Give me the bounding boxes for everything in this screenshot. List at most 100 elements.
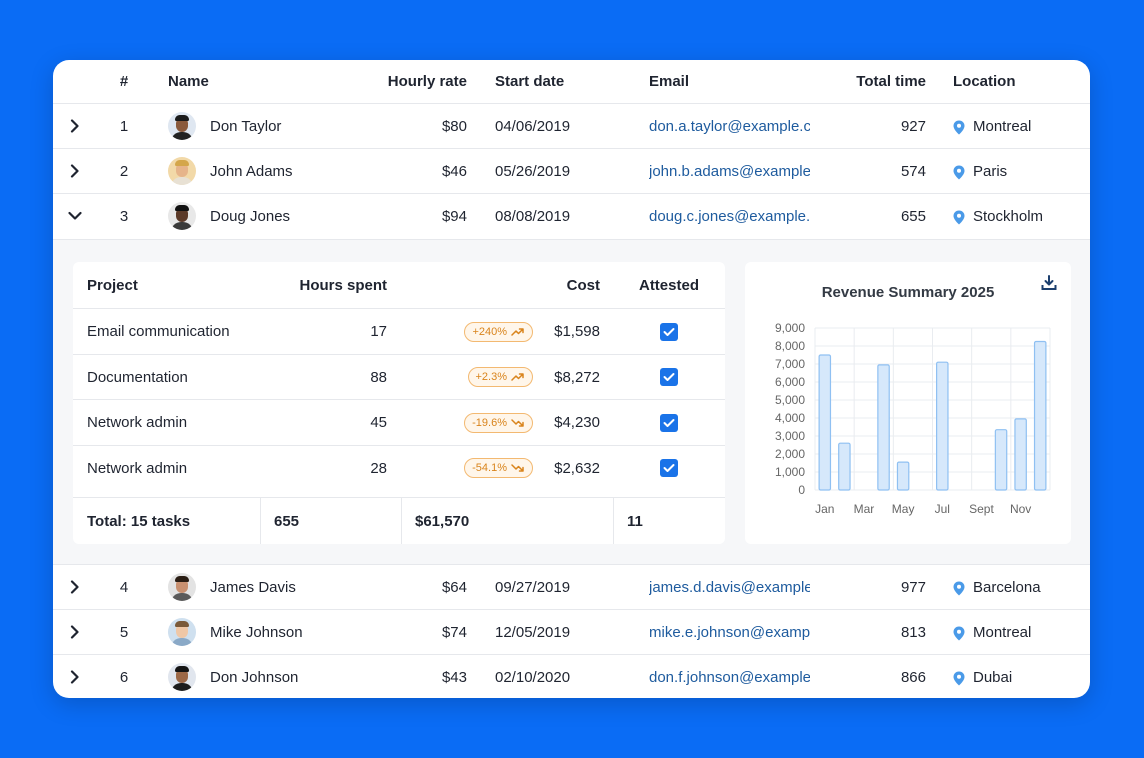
x-tick-label: Mar xyxy=(854,502,875,516)
row-number: 3 xyxy=(119,207,129,225)
column-header-email[interactable]: Email xyxy=(649,73,690,90)
data-grid: # Name Hourly rate Start date Email Tota… xyxy=(53,60,1090,698)
attested-checkbox-cell xyxy=(623,309,715,354)
y-tick-label: 9,000 xyxy=(775,321,805,335)
x-tick-label: May xyxy=(892,502,915,516)
table-row[interactable]: 4 James Davis $64 09/27/2019 james.d.davis@e… xyxy=(53,564,1090,609)
chevron-right-icon[interactable] xyxy=(65,149,85,193)
project-table-header: Project Hours spent Cost Attested xyxy=(73,262,725,308)
start-date: 12/05/2019 xyxy=(495,623,571,641)
avatar xyxy=(168,573,196,601)
map-pin-icon xyxy=(953,165,965,180)
column-header-total-time[interactable]: Total time xyxy=(856,73,926,90)
name-cell: Don Johnson xyxy=(168,655,358,698)
bar-oct xyxy=(994,429,1008,491)
hours-spent: 17 xyxy=(370,323,387,340)
table-row[interactable]: 6 Don Johnson $43 02/10/2020 don.f.johnson@e… xyxy=(53,654,1090,698)
y-tick-label: 0 xyxy=(798,483,805,497)
column-header-number[interactable]: # xyxy=(119,73,129,90)
email-link[interactable]: doug.c.jones@example.com xyxy=(649,207,810,225)
footer-total-cost: $61,570 xyxy=(415,512,470,530)
y-tick-label: 1,000 xyxy=(775,465,805,479)
email-link[interactable]: mike.e.johnson@example.com xyxy=(649,623,810,641)
x-tick-label: Nov xyxy=(1010,502,1031,516)
y-tick-label: 8,000 xyxy=(775,339,805,353)
location-cell: Barcelona xyxy=(953,565,1083,609)
y-tick-label: 3,000 xyxy=(775,429,805,443)
y-tick-label: 2,000 xyxy=(775,447,805,461)
attested-checkbox-cell xyxy=(623,400,715,445)
start-date: 04/06/2019 xyxy=(495,117,571,135)
person-name: Don Taylor xyxy=(210,117,282,135)
map-pin-icon xyxy=(953,581,965,596)
name-cell: Mike Johnson xyxy=(168,610,358,654)
location-cell: Stockholm xyxy=(953,194,1083,238)
row-number: 4 xyxy=(119,578,129,596)
footer-total-hours: 655 xyxy=(274,512,300,530)
bar-jan xyxy=(818,354,832,491)
hours-spent: 45 xyxy=(370,414,387,431)
avatar xyxy=(168,663,196,691)
avatar xyxy=(168,202,196,230)
bar-dec xyxy=(1033,340,1047,491)
project-name: Network admin xyxy=(87,459,188,477)
chevron-right-icon[interactable] xyxy=(65,610,85,654)
person-name: Mike Johnson xyxy=(210,623,303,641)
location-cell: Montreal xyxy=(953,104,1083,148)
attested-checkbox[interactable] xyxy=(660,368,678,386)
total-time: 927 xyxy=(900,117,926,135)
column-header-cost[interactable]: Cost xyxy=(566,276,600,294)
trend-value: -54.1% xyxy=(472,462,507,474)
location-name: Stockholm xyxy=(973,207,1044,225)
project-name: Email communication xyxy=(87,323,230,340)
chevron-right-icon[interactable] xyxy=(65,104,85,148)
email-link[interactable]: don.f.johnson@example.com xyxy=(649,668,810,686)
trend-down-icon xyxy=(511,418,525,428)
bar-apr xyxy=(877,364,890,491)
hourly-rate: $94 xyxy=(441,207,467,225)
avatar xyxy=(168,157,196,185)
person-name: Don Johnson xyxy=(210,668,299,686)
email-link[interactable]: don.a.taylor@example.com xyxy=(649,117,810,135)
row-number: 2 xyxy=(119,162,129,180)
total-time: 655 xyxy=(900,207,926,225)
email-link[interactable]: john.b.adams@example.com xyxy=(649,162,810,180)
table-row[interactable]: 5 Mike Johnson $74 12/05/2019 mike.e.johnson… xyxy=(53,609,1090,654)
chevron-right-icon[interactable] xyxy=(65,565,85,609)
total-time: 813 xyxy=(900,623,926,641)
row-detail-panel: Project Hours spent Cost Attested Email … xyxy=(53,239,1090,564)
project-name: Network admin xyxy=(87,414,188,431)
column-header-start-date[interactable]: Start date xyxy=(495,73,565,90)
column-header-hours-spent[interactable]: Hours spent xyxy=(299,276,387,294)
location-name: Dubai xyxy=(973,668,1013,686)
chevron-down-icon[interactable] xyxy=(65,194,85,238)
column-header-location[interactable]: Location xyxy=(953,73,1016,90)
hourly-rate: $74 xyxy=(441,623,467,641)
column-header-name[interactable]: Name xyxy=(168,73,209,90)
attested-checkbox[interactable] xyxy=(660,413,678,432)
table-row[interactable]: 3 Doug Jones $94 08/08/2019 doug.c.jones@exa… xyxy=(53,193,1090,238)
name-cell: John Adams xyxy=(168,149,358,193)
column-header-project[interactable]: Project xyxy=(87,276,138,294)
footer-divider xyxy=(401,498,402,544)
column-header-hourly-rate[interactable]: Hourly rate xyxy=(387,73,467,90)
trend-value: -19.6% xyxy=(472,416,507,429)
attested-checkbox[interactable] xyxy=(660,322,678,341)
email-link[interactable]: james.d.davis@example.com xyxy=(649,578,810,596)
location-name: Barcelona xyxy=(973,578,1041,596)
start-date: 02/10/2020 xyxy=(495,668,571,686)
hours-spent: 28 xyxy=(370,459,387,477)
download-icon[interactable] xyxy=(1041,275,1057,296)
table-row[interactable]: 2 John Adams $46 05/26/2019 john.b.adams@exa… xyxy=(53,148,1090,193)
table-row[interactable]: 1 Don Taylor $80 04/06/2019 don.a.taylor@exa… xyxy=(53,103,1090,148)
attested-checkbox-cell xyxy=(623,355,715,400)
column-header-attested[interactable]: Attested xyxy=(638,276,699,294)
y-tick-label: 7,000 xyxy=(775,357,805,371)
total-time: 574 xyxy=(900,162,926,180)
attested-checkbox[interactable] xyxy=(660,459,678,477)
trend-up-icon xyxy=(511,327,525,337)
map-pin-icon xyxy=(953,671,965,686)
trend-badge: +240% xyxy=(433,309,533,354)
chevron-right-icon[interactable] xyxy=(65,655,85,698)
hourly-rate: $80 xyxy=(441,117,467,135)
